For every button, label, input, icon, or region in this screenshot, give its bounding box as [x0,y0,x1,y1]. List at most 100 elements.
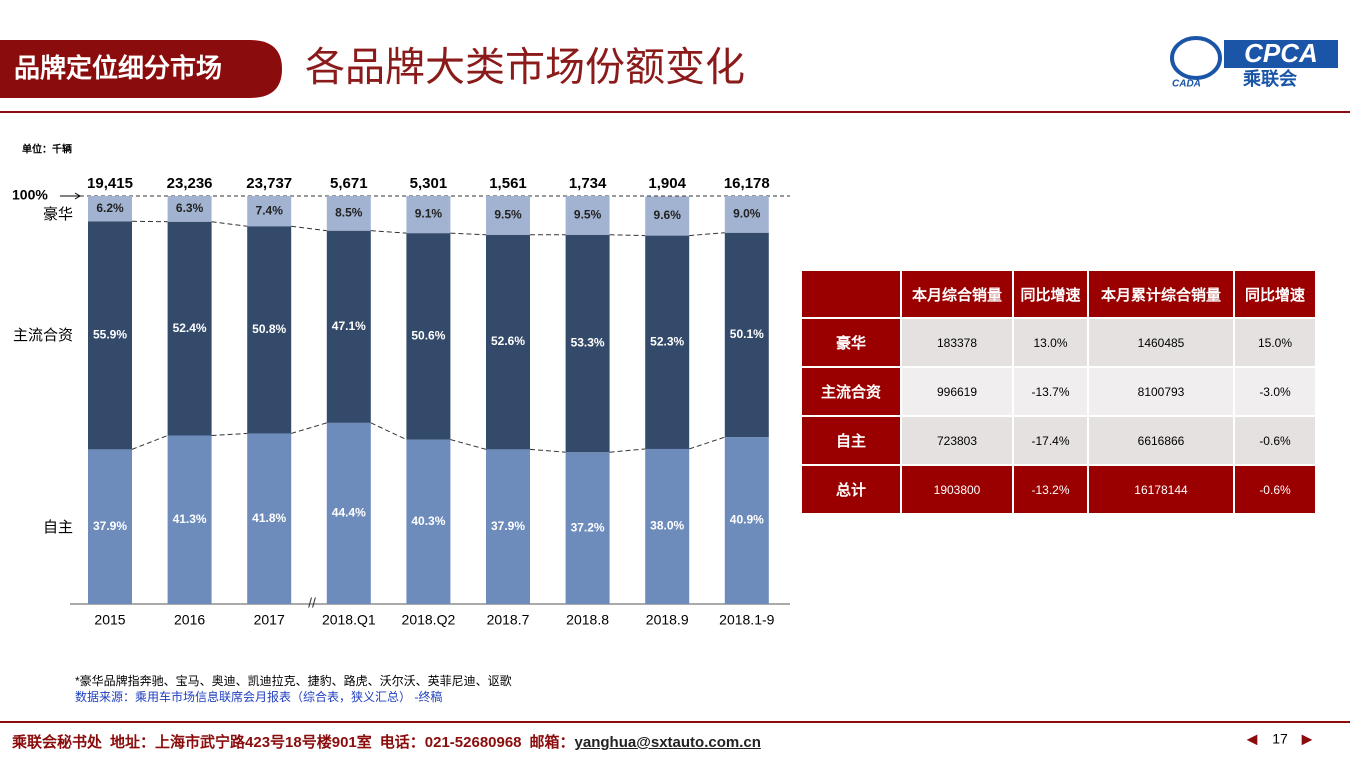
connector [131,435,168,450]
unit-label: 单位：千辆 [22,143,72,156]
bar-segment [247,226,292,434]
bar-segment [406,233,451,440]
bar-segment [167,196,212,222]
table-cell: 15.0% [1234,318,1316,367]
total-label: 23,737 [246,175,292,192]
footer-item: 邮箱： [529,734,575,751]
chart: 100% // 2015 19,415 37.9% 55.9% 6.2% 2016 23,236… [12,175,790,628]
logo-box [1224,40,1338,68]
value-label: 41.8% [252,511,286,525]
connector [370,422,407,441]
bar-segment [326,196,371,231]
x-tick-label: 2018.8 [566,612,609,628]
value-label: 9.5% [574,208,602,222]
bar-segment [167,221,212,436]
axis-break: // [308,595,316,611]
bar-segment [486,234,530,450]
x-tick-label: 2018.1-9 [719,612,774,628]
footer-item: 地址：上海市武宁路423号18号楼901室 [110,734,372,751]
footer: 乘联会秘书处 地址：上海市武宁路423号18号楼901室 电话：021-526809… [12,731,761,752]
bar-segment [724,437,769,604]
value-label: 37.9% [93,519,127,533]
total-label: 5,671 [330,175,368,192]
table-cell: -17.4% [1013,416,1088,465]
connector [609,234,646,237]
value-label: 37.9% [491,519,525,533]
slide-title: 各品牌大类市场份额变化 [305,46,745,90]
table-cell: 183378 [901,318,1013,367]
footer-item: 乘联会秘书处 [12,734,103,751]
next-arrow[interactable]: ▶ [1302,731,1313,747]
connector [689,232,725,237]
table-cell: 同比增速 [1234,270,1316,318]
bar-segment [88,221,132,450]
bar-segment [167,435,212,604]
bar-segment [247,196,292,227]
value-label: 9.1% [415,207,443,221]
value-label: 52.6% [491,334,525,348]
table-cell: 总计 [801,465,901,514]
logo-name: 乘联会 [1242,68,1297,89]
bar-segment [724,232,769,438]
bar-segment [565,234,610,453]
value-label: 50.1% [730,327,764,341]
connector [291,225,327,232]
bar-segment [406,196,451,234]
top-arrow [60,192,81,200]
series-label: 主流合资 [13,327,73,344]
bar-segment [88,196,132,222]
value-label: 50.6% [411,329,445,343]
total-label: 23,236 [167,175,213,192]
x-tick-label: 2015 [94,612,125,628]
x-tick-label: 2018.Q1 [322,612,376,628]
connector [529,448,566,453]
total-label: 19,415 [87,175,133,192]
value-label: 6.3% [176,201,204,215]
value-label: 40.9% [730,513,764,527]
bar-segment [326,230,371,423]
x-tick-label: 2018.7 [487,612,530,628]
footer-email[interactable]: yanghua@sxtauto.com.cn [574,734,761,751]
total-label: 1,904 [648,175,686,192]
value-label: 55.9% [93,328,127,342]
table-cell: 1460485 [1088,318,1234,367]
source-note: 数据来源：乘用车市场信息联席会月报表（综合表，狭义汇总） -终稿 [75,690,443,704]
value-label: 9.0% [733,207,761,221]
table-cell: 本月累计综合销量 [1088,270,1234,318]
table-cell: -13.7% [1013,367,1088,416]
connector [370,230,407,234]
value-label: 52.4% [173,321,207,335]
value-label: 41.3% [173,512,207,526]
table-cell: -3.0% [1234,367,1316,416]
bar-segment [724,196,769,233]
connector [450,232,487,236]
top-label: 100% [12,187,48,203]
table-cell: 8100793 [1088,367,1234,416]
value-label: 53.3% [571,336,605,350]
connector [450,439,487,450]
bar-segment [406,439,451,604]
bar-segment [645,196,690,236]
value-label: 9.6% [654,208,682,222]
table-cell: 6616866 [1088,416,1234,465]
value-label: 7.4% [256,203,284,217]
bar-segment [88,449,132,604]
bar-segment [486,449,530,604]
connector [609,448,646,453]
bar-segment [247,433,292,604]
table-cell: 996619 [901,367,1013,416]
prev-arrow[interactable]: ◀ [1247,731,1258,747]
table-cell: 13.0% [1013,318,1088,367]
table-cell: -0.6% [1234,465,1316,514]
bar-segment [645,235,690,449]
x-tick-label: 2018.Q2 [402,612,456,628]
value-label: 9.5% [494,208,522,222]
x-tick-label: 2018.9 [646,612,689,628]
table-cell: 豪华 [801,318,901,367]
table-cell: 本月综合销量 [901,270,1013,318]
total-label: 16,178 [724,175,770,192]
bar-segment [645,448,690,604]
table-cell: 723803 [901,416,1013,465]
